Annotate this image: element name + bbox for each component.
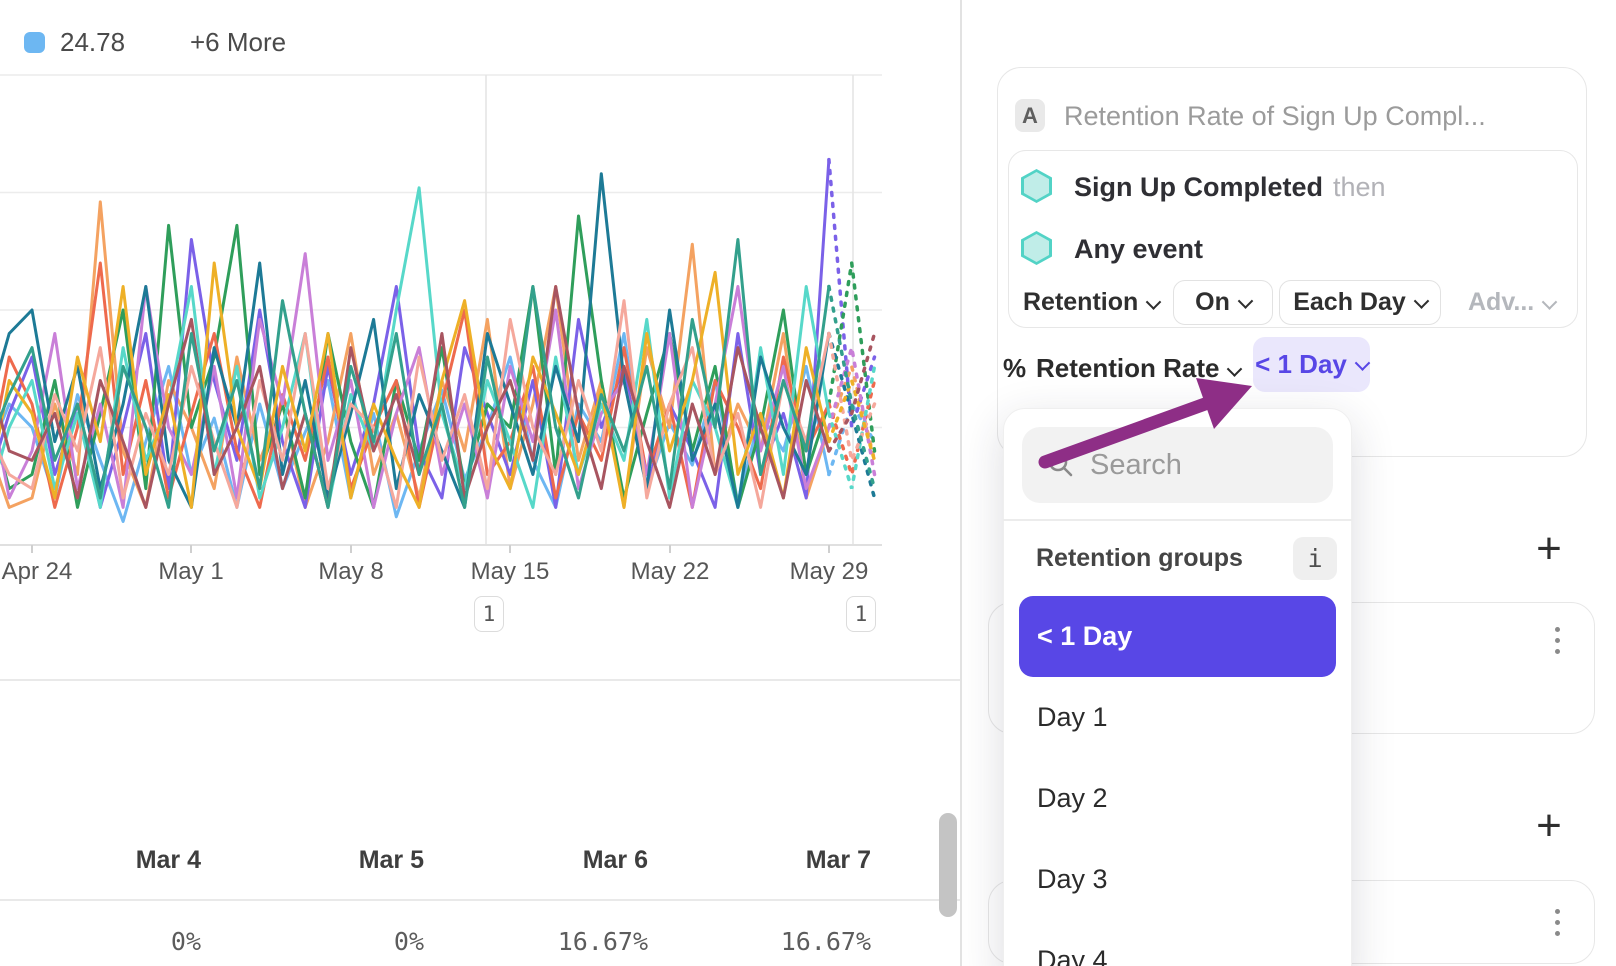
x-axis-tick-label: Apr 24 [1, 558, 73, 585]
metric-dropdown[interactable]: Retention Rate [1036, 353, 1243, 384]
table-column-header: Mar 4 [135, 846, 201, 874]
event-then-label: then [1333, 172, 1386, 202]
event-2-row[interactable]: Any event [1074, 234, 1203, 265]
search-icon [1048, 452, 1073, 477]
table-cell-value: 0% [393, 927, 424, 956]
menu-items: < 1 Day Day 1 Day 2 Day 3 Day 4 [1019, 596, 1336, 966]
query-title[interactable]: Retention Rate of Sign Up Compl... [1064, 101, 1486, 131]
event-1-row[interactable]: Sign Up Completed then [1074, 172, 1386, 203]
x-axis-tick-label: May 15 [470, 558, 550, 585]
table-divider [0, 899, 960, 901]
section-divider [0, 679, 960, 681]
table-column-header: Mar 6 [582, 846, 648, 874]
x-axis-tick-label: May 8 [318, 558, 384, 585]
retention-line-chart[interactable] [0, 0, 961, 966]
dropdown-item[interactable]: Day 3 [1037, 864, 1108, 894]
search-field[interactable] [1022, 427, 1333, 503]
chevron-down-icon [1541, 294, 1558, 310]
chevron-down-icon [1237, 293, 1254, 309]
search-input[interactable] [1088, 447, 1312, 483]
dropdown-item[interactable]: Day 1 [1037, 702, 1108, 732]
card-b-menu-button[interactable] [1542, 620, 1572, 660]
x-axis-tick-label: May 1 [158, 558, 224, 585]
each-day-dropdown[interactable]: Each Day [1279, 280, 1441, 325]
group-section-label: Retention groups [1036, 544, 1243, 572]
add-card-button-2[interactable]: + [1536, 801, 1562, 850]
vertical-scrollbar[interactable] [939, 813, 957, 917]
table-cell-value: 0% [170, 927, 201, 956]
x-axis-tick-label: May 22 [630, 558, 710, 585]
chevron-down-icon [1413, 293, 1430, 309]
chevron-down-icon [1227, 360, 1243, 377]
info-icon[interactable]: i [1293, 537, 1337, 580]
legend-swatch [24, 31, 45, 53]
table-column-header: Mar 5 [358, 846, 424, 874]
percent-icon: % [1003, 353, 1027, 383]
add-card-button-1[interactable]: + [1536, 524, 1562, 573]
advanced-dropdown[interactable]: Adv... [1468, 288, 1558, 318]
menu-divider [1003, 519, 1352, 521]
dropdown-item[interactable]: Day 2 [1037, 783, 1108, 813]
legend-more-button[interactable]: +6 More [190, 27, 287, 57]
on-dropdown[interactable]: On [1173, 280, 1273, 325]
retention-type-dropdown[interactable]: Retention [1023, 288, 1162, 318]
table-cell-value: 16.67% [557, 927, 648, 956]
table-cell-value: 16.67% [780, 927, 871, 956]
query-badge-a: A [1015, 99, 1045, 132]
legend-value: 24.78 [60, 26, 126, 57]
chart-annotation-badge[interactable]: 1 [474, 596, 504, 632]
dropdown-item[interactable]: < 1 Day [1019, 596, 1336, 677]
chevron-down-icon [1146, 294, 1162, 310]
event-1-label: Sign Up Completed [1074, 172, 1323, 202]
table-column-header: Mar 7 [805, 846, 871, 874]
legend-item[interactable]: 24.78 [24, 27, 125, 57]
retention-group-dropdown[interactable]: < 1 Day [1253, 337, 1371, 392]
dropdown-item[interactable]: Day 4 [1037, 945, 1108, 966]
chevron-down-icon [1354, 355, 1371, 371]
card-c-menu-button[interactable] [1542, 902, 1572, 942]
pane-divider [960, 0, 962, 966]
chart-annotation-badge[interactable]: 1 [846, 596, 876, 632]
x-axis-tick-label: May 29 [789, 558, 869, 585]
event-block [1008, 150, 1578, 328]
event-2-label: Any event [1074, 234, 1204, 264]
